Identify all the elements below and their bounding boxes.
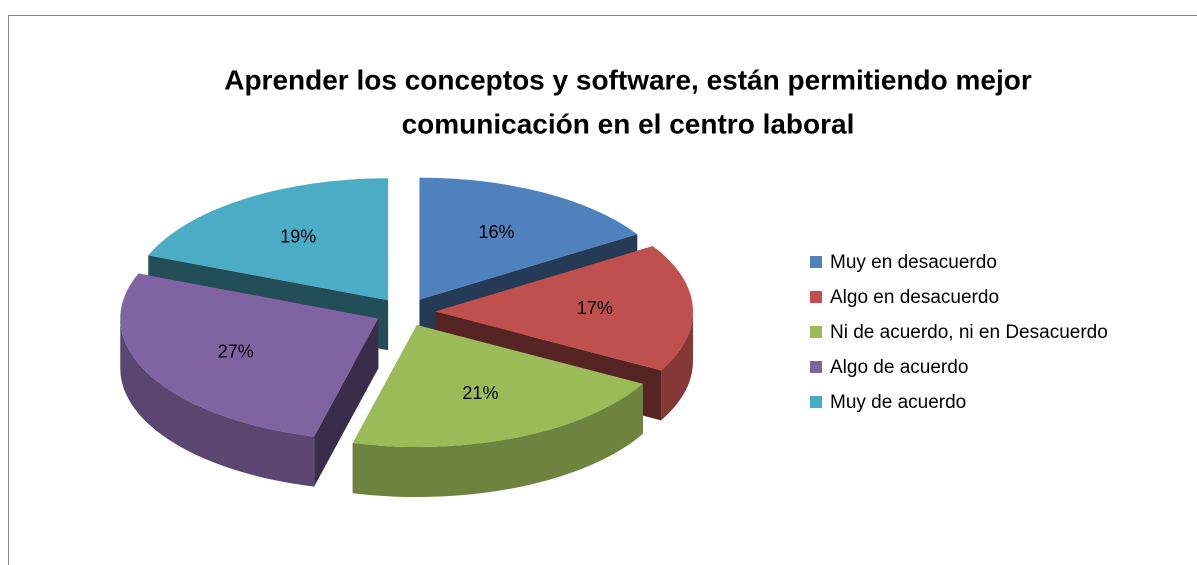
slice-wall (661, 311, 693, 421)
slice-wall (120, 318, 315, 487)
legend-swatch (810, 396, 822, 408)
legend-label: Algo de acuerdo (830, 357, 968, 378)
data-label: 19% (280, 226, 316, 246)
slice (120, 273, 379, 437)
data-label: 21% (462, 383, 498, 403)
legend-swatch (810, 291, 822, 303)
slice (419, 177, 638, 300)
data-label: 17% (577, 298, 613, 318)
legend-label: Algo en desacuerdo (830, 287, 999, 308)
legend-swatch (810, 361, 822, 373)
legend-label: Ni de acuerdo, ni en Desacuerdo (830, 322, 1108, 343)
legend-swatch (810, 326, 822, 338)
slice-wall (352, 383, 643, 498)
slice (148, 178, 389, 301)
data-label: 16% (478, 222, 514, 242)
chart-title: Aprender los conceptos y software, están… (224, 64, 1032, 95)
legend-label: Muy en desacuerdo (830, 252, 997, 273)
legend-label: Muy de acuerdo (830, 392, 966, 413)
chart-title: comunicación en el centro laboral (402, 108, 855, 139)
data-label: 27% (218, 342, 254, 362)
slice (434, 246, 693, 371)
slice (352, 325, 643, 448)
legend-swatch (810, 256, 822, 268)
